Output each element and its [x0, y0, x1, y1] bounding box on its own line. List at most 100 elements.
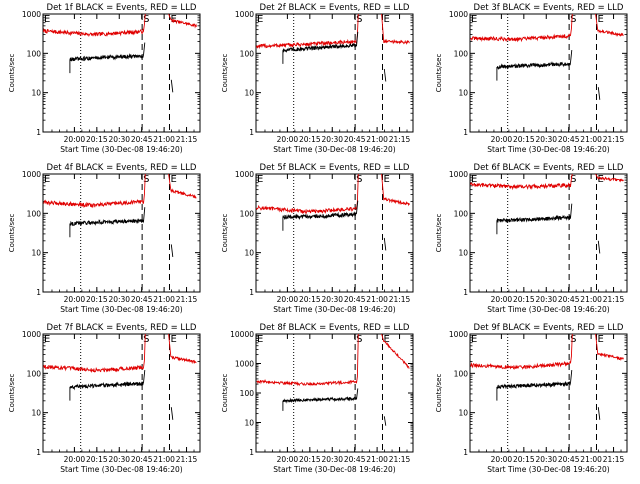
x-tick-label: 21:00: [580, 135, 602, 144]
lld-series-line: [256, 334, 410, 387]
y-tick-label: 100: [27, 369, 42, 378]
lld-series-line: [256, 14, 410, 49]
x-tick-label: 20:45: [131, 295, 153, 304]
y-axis-label: Counts/sec: [435, 54, 443, 93]
x-axis-label: Start Time (30-Dec-08 19:46:20): [487, 465, 609, 474]
lld-series-line: [43, 14, 197, 37]
x-tick-label: 20:30: [535, 295, 557, 304]
x-tick-label: 20:45: [344, 455, 366, 464]
x-axis-label: Start Time (30-Dec-08 19:46:20): [60, 145, 182, 154]
detector-panel-7: Det 7f BLACK = Events, RED = LLD 1 10 100 10…: [0, 320, 213, 480]
chart-title: Det 3f BLACK = Events, RED = LLD: [474, 3, 624, 13]
y-tick-label: 100: [454, 369, 469, 378]
x-tick-label: 20:00: [491, 455, 513, 464]
plot-frame: [255, 173, 414, 293]
y-tick-label: 1: [36, 128, 41, 137]
y-tick-label: 1: [36, 448, 41, 457]
chart-title: Det 5f BLACK = Events, RED = LLD: [260, 163, 410, 173]
detector-panel-3: Det 3f BLACK = Events, RED = LLD 1 10 100 10…: [427, 0, 640, 160]
y-tick-label: 1000: [22, 170, 41, 179]
marker-label-S: S: [356, 14, 362, 25]
y-tick-label: 1000: [22, 330, 41, 339]
x-tick-label: 20:30: [108, 135, 130, 144]
lld-series-line: [470, 14, 624, 43]
x-tick-label: 20:45: [131, 455, 153, 464]
marker-label-left-E: E: [44, 334, 50, 345]
detector-panel-6: Det 6f BLACK = Events, RED = LLD 1 10 100 10…: [427, 160, 640, 320]
x-axis-label: Start Time (30-Dec-08 19:46:20): [273, 465, 395, 474]
y-axis-label: Counts/sec: [8, 214, 16, 253]
lld-series-line: [43, 334, 197, 374]
y-tick-label: 10: [458, 89, 468, 98]
events-series-line: [69, 42, 174, 93]
x-tick-label: 20:15: [299, 455, 321, 464]
x-tick-label: 20:45: [344, 135, 366, 144]
marker-label-E: E: [597, 174, 603, 185]
marker-label-left-E: E: [471, 174, 477, 185]
y-tick-label: 100: [27, 49, 42, 58]
y-tick-label: 1: [463, 128, 468, 137]
y-axis-label: Counts/sec: [221, 54, 229, 93]
y-tick-label: 10000: [230, 330, 254, 339]
y-tick-label: 100: [27, 209, 42, 218]
x-tick-label: 21:00: [580, 455, 602, 464]
x-tick-label: 21:00: [153, 295, 175, 304]
x-tick-label: 21:15: [603, 295, 625, 304]
y-tick-label: 1000: [449, 10, 468, 19]
marker-label-S: S: [356, 334, 362, 345]
x-tick-label: 20:00: [64, 135, 86, 144]
x-tick-label: 20:30: [535, 455, 557, 464]
x-tick-label: 20:15: [86, 295, 108, 304]
y-tick-label: 1: [463, 288, 468, 297]
y-tick-label: 100: [240, 49, 255, 58]
y-tick-label: 10: [31, 249, 41, 258]
x-tick-label: 21:15: [176, 455, 198, 464]
events-series-line: [496, 203, 601, 254]
x-tick-label: 21:00: [366, 295, 388, 304]
y-tick-label: 1000: [235, 170, 254, 179]
y-axis-label: Counts/sec: [435, 374, 443, 413]
y-axis-label: Counts/sec: [8, 54, 16, 93]
plot-frame: [469, 173, 628, 293]
marker-label-left-E: E: [471, 334, 477, 345]
y-tick-label: 1000: [449, 330, 468, 339]
y-tick-label: 100: [454, 209, 469, 218]
detector-panel-5: Det 5f BLACK = Events, RED = LLD 1 10 100 10…: [213, 160, 426, 320]
events-series-line: [282, 200, 387, 251]
plot-frame: [469, 333, 628, 453]
y-axis-label: Counts/sec: [435, 214, 443, 253]
x-tick-label: 20:45: [558, 455, 580, 464]
x-tick-label: 21:00: [580, 295, 602, 304]
events-series-line: [282, 388, 387, 426]
events-series-line: [496, 370, 601, 420]
marker-label-left-E: E: [44, 14, 50, 25]
x-tick-label: 20:00: [491, 135, 513, 144]
y-axis-label: Counts/sec: [221, 374, 229, 413]
marker-label-left-E: E: [471, 14, 477, 25]
x-tick-label: 20:30: [321, 135, 343, 144]
marker-label-E: E: [597, 14, 603, 25]
plot-frame: [255, 333, 414, 453]
lld-series-line: [470, 174, 624, 191]
x-tick-label: 20:45: [131, 135, 153, 144]
detector-chart-3: Det 3f BLACK = Events, RED = LLD 1 10 100 10…: [435, 3, 628, 154]
marker-label-S: S: [143, 174, 149, 185]
chart-title: Det 6f BLACK = Events, RED = LLD: [474, 163, 624, 173]
plot-frame: [469, 13, 628, 133]
detector-chart-1: Det 1f BLACK = Events, RED = LLD 1 10 100 10…: [8, 3, 201, 154]
detector-chart-8: Det 8f BLACK = Events, RED = LLD 1 10 100 10…: [221, 323, 414, 474]
x-tick-label: 21:15: [389, 295, 411, 304]
marker-label-E: E: [170, 174, 176, 185]
events-series-line: [496, 50, 601, 100]
x-tick-label: 21:00: [366, 135, 388, 144]
detector-chart-2: Det 2f BLACK = Events, RED = LLD 1 10 100 10…: [221, 3, 414, 154]
x-tick-label: 20:15: [513, 135, 535, 144]
plot-frame: [42, 13, 201, 133]
x-tick-label: 20:30: [108, 455, 130, 464]
marker-label-S: S: [570, 14, 576, 25]
x-tick-label: 21:15: [389, 455, 411, 464]
marker-label-E: E: [383, 174, 389, 185]
x-tick-label: 20:15: [86, 135, 108, 144]
lld-series-line: [256, 174, 410, 215]
